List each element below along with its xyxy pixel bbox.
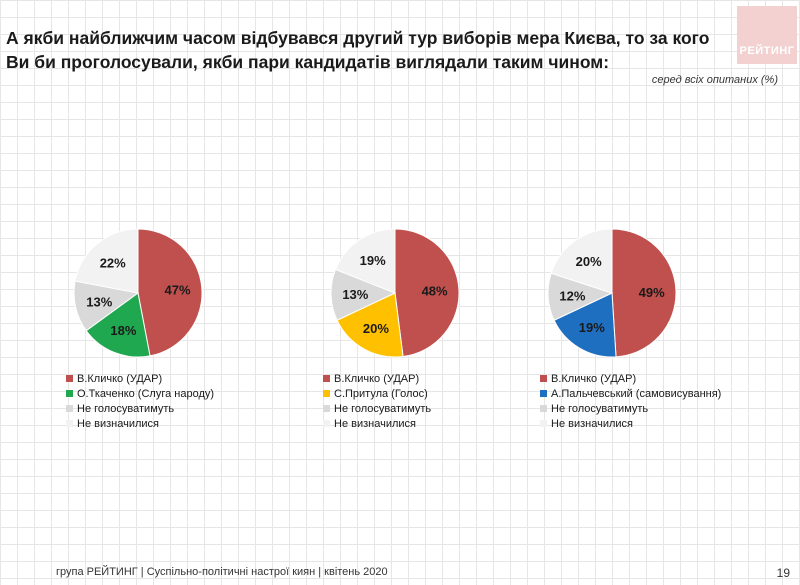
legend-item: Не голосуватимуть [323, 401, 431, 416]
legend-swatch [540, 375, 547, 382]
pie-slice [550, 228, 613, 294]
legend-label: С.Притула (Голос) [334, 387, 428, 400]
legend-swatch [323, 375, 330, 382]
legend-label: В.Кличко (УДАР) [77, 372, 163, 385]
legend-item: В.Кличко (УДАР) [66, 371, 214, 386]
pie-slice-label: 20% [576, 254, 602, 269]
pie-slice [611, 228, 677, 358]
legend-item: Не визначилися [540, 416, 721, 431]
legend-swatch [323, 405, 330, 412]
pie-slice [85, 292, 151, 358]
pie-chart-1: 47% 18% 13% 22% В.Кличко (УДАР) О.Ткаченко (… [66, 225, 266, 445]
pie-slice [394, 228, 460, 358]
legend-label: Не голосуватимуть [77, 402, 175, 415]
page-number: 19 [776, 566, 790, 580]
pie-slice-label: 19% [579, 320, 605, 335]
pie-chart-2-svg: 48% 20% 13% 19% [330, 228, 460, 358]
pie-slice [336, 292, 404, 358]
legend-label: О.Ткаченко (Слуга народу) [77, 387, 215, 400]
chart-subtitle: серед всіх опитаних (%) [651, 74, 778, 86]
legend-label: А.Пальчевський (самовисування) [551, 387, 722, 400]
pie-slice-label: 48% [422, 284, 448, 299]
pie-slice [137, 228, 203, 357]
legend-item: А.Пальчевський (самовисування) [540, 386, 721, 401]
pie-chart-1-svg: 47% 18% 13% 22% [73, 228, 203, 358]
pie-slice [74, 228, 139, 294]
legend-item: В.Кличко (УДАР) [540, 371, 721, 386]
pie-slice-label: 22% [100, 255, 126, 270]
pie-slice-label: 49% [639, 285, 665, 300]
legend-label: Не визначилися [334, 417, 416, 430]
pie-chart-3-svg: 49% 19% 12% 20% [547, 228, 677, 358]
page-title: А якби найближчим часом відбувався други… [6, 28, 710, 72]
legend-swatch [323, 420, 330, 427]
pie-slice-label: 13% [86, 295, 112, 310]
pie-chart-2-legend: В.Кличко (УДАР) С.Притула (Голос) Не голос… [323, 371, 431, 431]
pie-slice [553, 292, 617, 358]
legend-swatch [323, 390, 330, 397]
pie-chart-2: 48% 20% 13% 19% В.Кличко (УДАР) С.Притула (Г… [323, 225, 523, 445]
legend-item: Не визначилися [66, 416, 214, 431]
legend-item: С.Притула (Голос) [323, 386, 431, 401]
legend-swatch [540, 405, 547, 412]
legend-swatch [540, 390, 547, 397]
pie-slice-label: 19% [360, 253, 386, 268]
legend-swatch [540, 420, 547, 427]
legend-label: В.Кличко (УДАР) [551, 372, 637, 385]
legend-label: Не голосуватимуть [551, 402, 649, 415]
legend-label: Не визначилися [77, 417, 159, 430]
legend-swatch [66, 375, 73, 382]
legend-label: Не визначилися [551, 417, 633, 430]
brand-logo: РЕЙТИНГ [737, 6, 797, 64]
pie-chart-3: 49% 19% 12% 20% В.Кличко (УДАР) А.Пальчевськ… [540, 225, 740, 445]
pie-slice-label: 18% [110, 323, 136, 338]
pie-chart-3-legend: В.Кличко (УДАР) А.Пальчевський (самовисув… [540, 371, 721, 431]
legend-label: Не голосуватимуть [334, 402, 432, 415]
legend-item: В.Кличко (УДАР) [323, 371, 431, 386]
legend-item: Не голосуватимуть [66, 401, 214, 416]
legend-swatch [66, 390, 73, 397]
brand-logo-text: РЕЙТИНГ [739, 45, 795, 57]
footer-text: група РЕЙТИНГ | Суспільно-політичні наст… [56, 566, 388, 578]
legend-item: Не голосуватимуть [540, 401, 721, 416]
legend-item: О.Ткаченко (Слуга народу) [66, 386, 214, 401]
legend-label: В.Кличко (УДАР) [334, 372, 420, 385]
pie-slice [334, 228, 396, 294]
pie-slice-label: 12% [559, 288, 585, 303]
pie-chart-1-legend: В.Кличко (УДАР) О.Ткаченко (Слуга народу)… [66, 371, 214, 431]
legend-item: Не визначилися [323, 416, 431, 431]
pie-slice-label: 13% [342, 287, 368, 302]
legend-swatch [66, 420, 73, 427]
legend-swatch [66, 405, 73, 412]
pie-slice-label: 47% [164, 282, 190, 297]
pie-slice-label: 20% [363, 321, 389, 336]
